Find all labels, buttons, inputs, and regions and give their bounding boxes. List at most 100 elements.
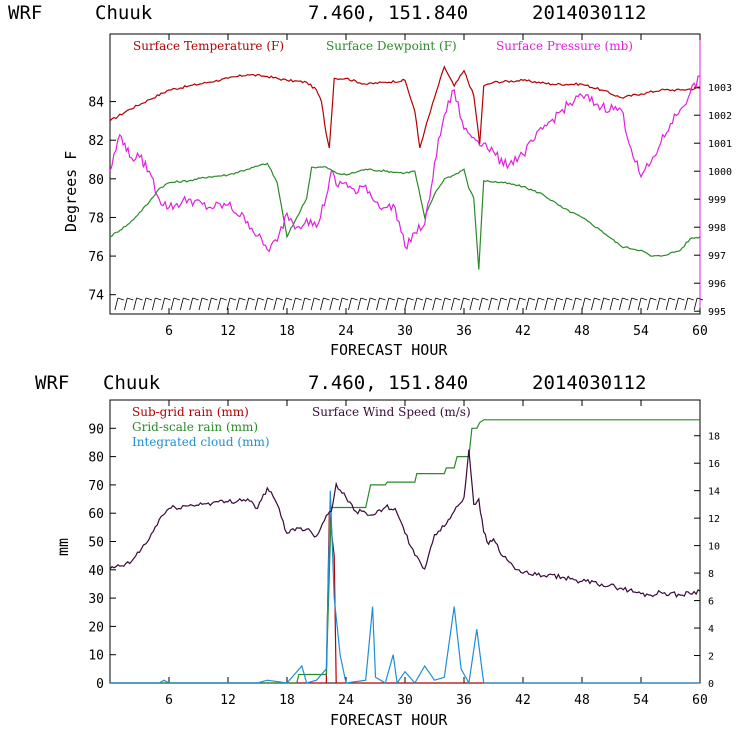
wind-barb: [338, 297, 349, 311]
temp-x-tick-label: 48: [574, 324, 590, 339]
wind-barb: [609, 297, 620, 311]
temp-x-tick-label: 36: [456, 324, 472, 339]
legend-integrated-cloud: Integrated cloud (mm): [132, 435, 270, 449]
wind-barb: [301, 297, 311, 311]
surface-wind-speed-line: [109, 449, 701, 598]
temp-x-tick-label: 54: [633, 324, 649, 339]
wind-barb: [497, 297, 508, 311]
wind-barb: [217, 297, 227, 311]
rain-y-tick-label: 20: [88, 620, 104, 635]
wind-barb: [478, 297, 489, 311]
temp-y2-tick-label: 995: [708, 307, 726, 318]
header2-model: WRF: [35, 372, 69, 394]
rain-y2-tick-label: 16: [708, 459, 720, 470]
wind-barb: [329, 297, 339, 311]
rain-axes: 6 12 18 24 30 36 42 48 54 60010203040506070809002…: [88, 400, 720, 708]
legend-temperature: Surface Temperature (F): [133, 39, 284, 53]
wind-barb: [123, 297, 134, 311]
rain-x-tick-label: 18: [279, 693, 295, 708]
wind-barb: [460, 297, 470, 311]
temperature-y-label: Degrees F: [62, 151, 80, 232]
rain-y2-tick-label: 14: [708, 487, 720, 498]
rain-y2-tick-label: 12: [708, 514, 720, 525]
header2-init-time: 2014030112: [532, 372, 646, 394]
rain-y2-tick-label: 4: [708, 624, 714, 635]
temp-y2-tick-label: 997: [708, 251, 726, 262]
wind-barb: [179, 297, 190, 311]
rain-series: [109, 419, 701, 685]
integrated-cloud-line: [110, 490, 700, 685]
wind-barb: [553, 297, 564, 311]
wind-barb: [693, 297, 704, 311]
wind-barb: [618, 297, 629, 311]
wind-barb: [292, 297, 302, 311]
header-station: Chuuk: [95, 2, 153, 24]
temp-y2-tick-label: 1002: [708, 111, 732, 122]
temp-y2-tick-label: 998: [708, 223, 726, 234]
rain-y2-tick-label: 6: [708, 597, 714, 608]
temp-y-tick-label: 74: [88, 289, 104, 304]
temperature-plot-frame: [109, 33, 701, 315]
rain-x-tick-label: 54: [633, 693, 649, 708]
wind-barb: [590, 297, 601, 311]
wind-barb: [161, 297, 171, 311]
wind-barb: [114, 297, 125, 311]
rain-y-tick-label: 80: [88, 451, 104, 466]
temp-x-tick-label: 12: [220, 324, 236, 339]
legend-dewpoint: Surface Dewpoint (F): [326, 39, 457, 53]
wind-barb: [432, 297, 442, 311]
wind-barb: [600, 297, 610, 311]
wind-barb: [198, 297, 209, 311]
wind-barb: [151, 297, 162, 311]
wind-barb: [506, 297, 517, 311]
legend-subgrid-rain: Sub-grid rain (mm): [132, 405, 249, 419]
rain-y-label: mm: [54, 538, 72, 556]
wind-barb: [637, 297, 648, 311]
temp-y-tick-label: 84: [88, 96, 104, 111]
wind-barb: [684, 297, 694, 311]
temperature-chart: Surface Temperature (F) Surface Dewpoint…: [62, 33, 732, 359]
temp-y-tick-label: 82: [88, 134, 104, 149]
legend-gridscale-rain: Grid-scale rain (mm): [132, 420, 258, 434]
wind-barb: [282, 297, 293, 311]
wind-barb: [245, 297, 255, 311]
wind-barb: [647, 297, 657, 311]
wind-barb: [376, 297, 386, 311]
wind-barb: [656, 297, 666, 311]
surface-dewpoint-line: [109, 162, 701, 270]
legend-wind-speed: Surface Wind Speed (m/s): [312, 405, 471, 419]
rain-y-tick-label: 50: [88, 536, 104, 551]
wind-barb: [273, 297, 283, 311]
wind-barb: [263, 297, 274, 311]
temp-y-tick-label: 80: [88, 173, 104, 188]
temp-y2-tick-label: 1000: [708, 167, 732, 178]
legend-pressure: Surface Pressure (mb): [496, 39, 633, 53]
temp-y2-tick-label: 1003: [708, 83, 732, 94]
wind-barb: [189, 297, 199, 311]
wind-barb: [534, 297, 545, 311]
wind-barb: [450, 297, 461, 311]
temperature-x-label: FORECAST HOUR: [330, 341, 448, 359]
rain-x-label: FORECAST HOUR: [330, 711, 448, 729]
wind-barb: [404, 297, 414, 311]
wind-barb: [516, 297, 526, 311]
temperature-series: [109, 65, 701, 270]
rain-y-tick-label: 0: [96, 677, 104, 692]
rain-x-tick-label: 60: [692, 693, 708, 708]
rain-y2-tick-label: 0: [708, 679, 714, 690]
wind-barb: [441, 297, 452, 311]
wind-barb: [665, 297, 676, 311]
grid-scale-rain-line: [110, 419, 700, 684]
wind-barb: [348, 297, 358, 311]
rain-y-tick-label: 90: [88, 422, 104, 437]
rain-y2-tick-label: 18: [708, 432, 720, 443]
rain-y-tick-label: 70: [88, 479, 104, 494]
temp-x-tick-label: 24: [338, 324, 354, 339]
wind-barb: [235, 297, 246, 311]
temp-y2-tick-label: 1001: [708, 139, 732, 150]
wind-barb: [525, 297, 536, 311]
wind-barb: [226, 297, 237, 311]
temp-x-tick-label: 60: [692, 324, 708, 339]
rain-x-tick-label: 36: [456, 693, 472, 708]
